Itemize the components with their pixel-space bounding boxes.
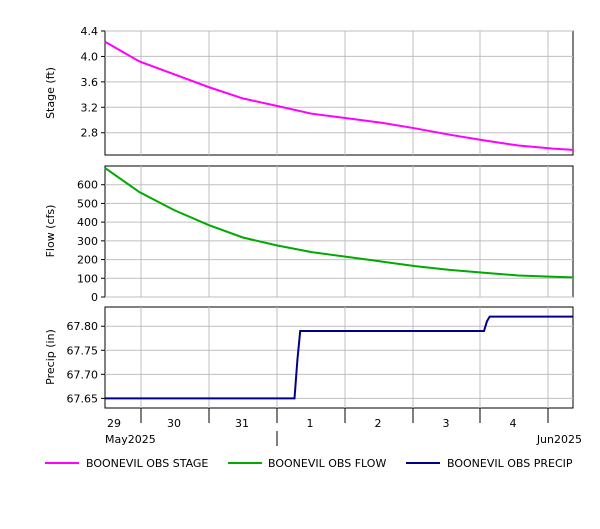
y-tick-label: 0	[91, 291, 98, 304]
legend-label-precip: BOONEVIL OBS PRECIP	[447, 457, 573, 470]
legend-label-stage: BOONEVIL OBS STAGE	[86, 457, 208, 470]
x-tick-label: 4	[510, 417, 517, 430]
x-tick-label: 1	[307, 417, 314, 430]
flow-axis-title: Flow (cfs)	[44, 205, 57, 258]
y-tick-label: 200	[77, 254, 98, 267]
x-tick-label: 30	[167, 417, 181, 430]
precip-y-ticks: 67.80 67.75 67.70 67.65	[67, 320, 105, 405]
x-tick-label: 3	[443, 417, 450, 430]
legend-label-flow: BOONEVIL OBS FLOW	[268, 457, 386, 470]
y-tick-label: 100	[77, 272, 98, 285]
stage-panel: 4.4 4.0 3.6 3.2 2.8 Stage (ft)	[44, 25, 574, 156]
precip-panel: 67.80 67.75 67.70 67.65 Precip (in)	[44, 306, 574, 409]
y-tick-label: 600	[77, 179, 98, 192]
x-axis: 29 30 31 1 2 3 4 May2025 Jun2025	[105, 408, 582, 446]
stage-plot-area	[104, 30, 574, 156]
y-tick-label: 500	[77, 197, 98, 210]
y-tick-label: 67.75	[67, 344, 99, 357]
y-tick-label: 4.4	[81, 25, 99, 38]
y-tick-label: 67.80	[67, 320, 99, 333]
stage-axis-title: Stage (ft)	[44, 67, 57, 119]
stage-series-line	[104, 40, 574, 151]
legend: BOONEVIL OBS STAGE BOONEVIL OBS FLOW BOO…	[45, 457, 573, 470]
month-label: Jun2025	[536, 433, 582, 446]
flow-y-ticks: 600 500 400 300 200 100 0	[77, 179, 105, 304]
flow-plot-area	[104, 165, 574, 298]
x-tick-label: 31	[235, 417, 249, 430]
y-tick-label: 3.2	[81, 101, 99, 114]
flow-grid	[105, 166, 573, 298]
y-tick-label: 2.8	[81, 127, 99, 140]
y-tick-label: 67.65	[67, 392, 99, 405]
month-label: May2025	[105, 433, 156, 446]
flow-series-line	[104, 167, 574, 279]
y-tick-label: 300	[77, 235, 98, 248]
precip-series-line	[105, 315, 573, 400]
flow-panel: 600 500 400 300 200 100 0 Flow (cfs)	[44, 165, 574, 304]
x-tick-label: 29	[107, 417, 121, 430]
y-tick-label: 3.6	[81, 76, 99, 89]
stage-y-ticks: 4.4 4.0 3.6 3.2 2.8	[81, 25, 105, 140]
y-tick-label: 400	[77, 216, 98, 229]
y-tick-label: 4.0	[81, 50, 99, 63]
precip-grid	[105, 307, 573, 408]
x-tick-label: 2	[375, 417, 382, 430]
y-tick-label: 67.70	[67, 368, 99, 381]
stage-grid	[105, 30, 573, 155]
precip-axis-title: Precip (in)	[44, 329, 57, 385]
precip-plot-area	[104, 306, 574, 409]
